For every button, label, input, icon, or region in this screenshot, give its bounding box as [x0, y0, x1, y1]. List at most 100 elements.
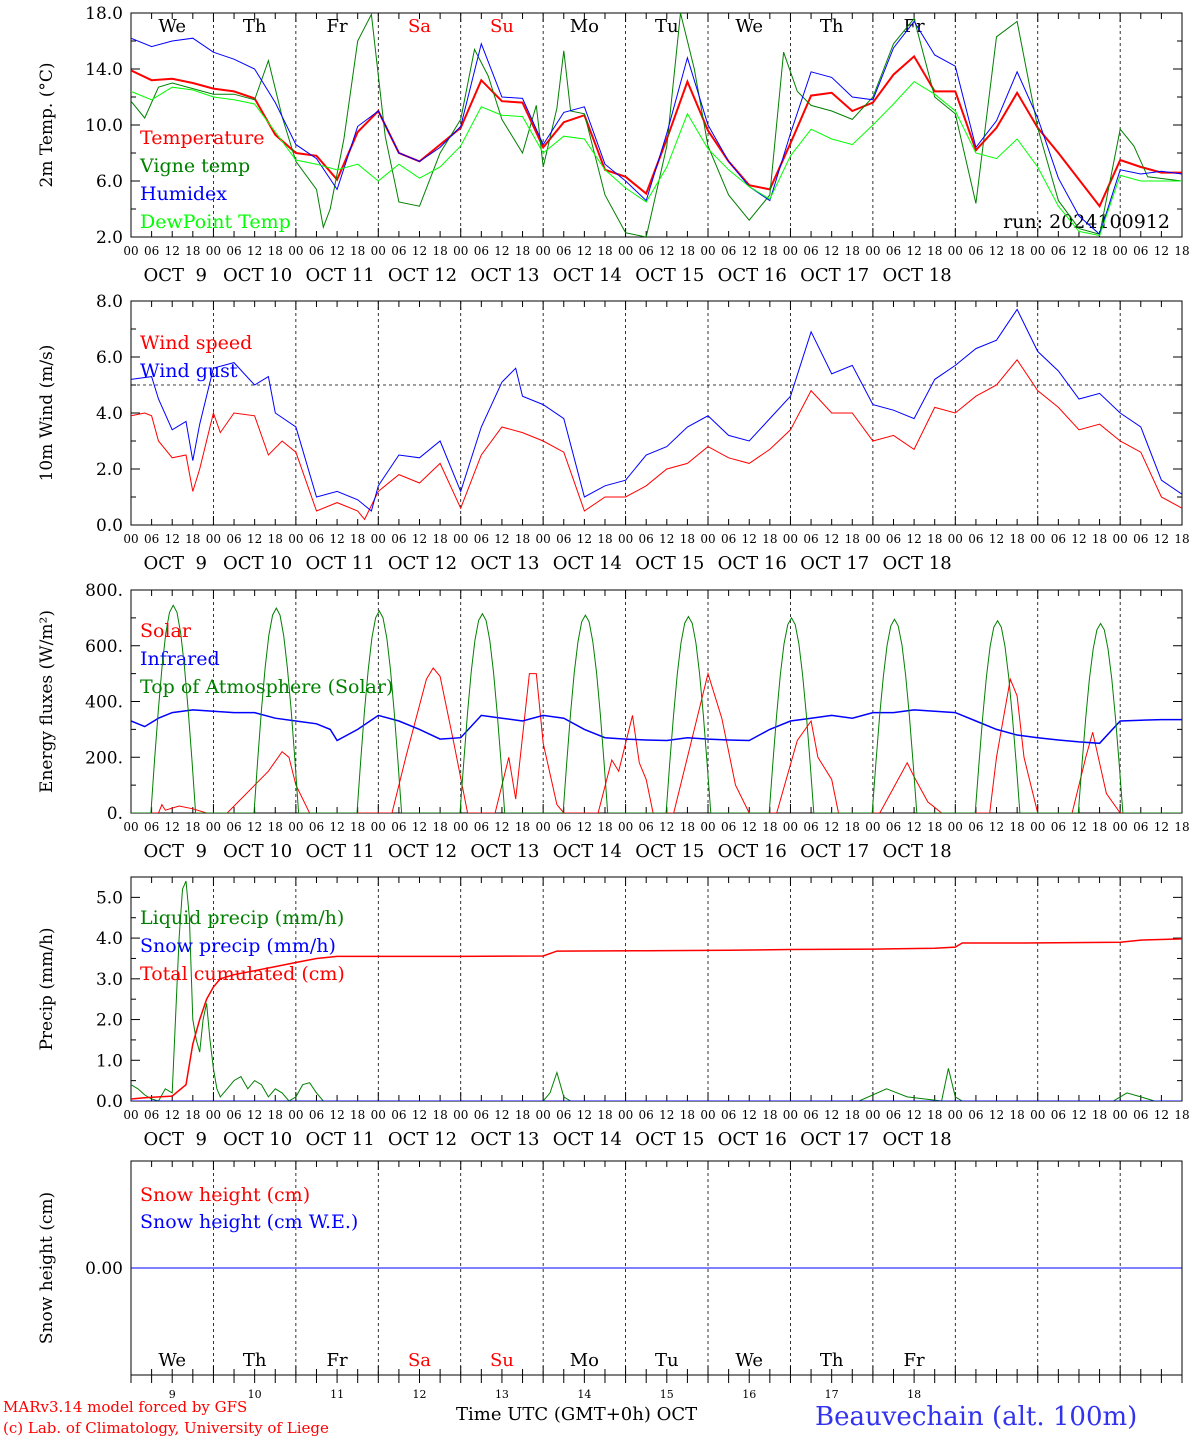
hour-label: 00: [618, 244, 633, 258]
y-tick-label: 8.0: [96, 292, 123, 312]
series-line: [131, 880, 1182, 1101]
weekday-label: Fr: [904, 1350, 925, 1371]
weekday-label: Th: [243, 1350, 267, 1371]
legend-entry: Top of Atmosphere (Solar): [140, 676, 393, 698]
hour-label: 00: [700, 1108, 715, 1122]
hour-label: 06: [721, 244, 736, 258]
hour-label: 12: [247, 820, 262, 834]
hour-label: 18: [350, 532, 365, 546]
weekday-label: Su: [490, 16, 514, 37]
weekday-label: We: [158, 1350, 186, 1371]
y-tick-label: 600.: [85, 637, 123, 657]
hour-label: 00: [371, 820, 386, 834]
hour-label: 00: [618, 532, 633, 546]
legend-entry: Total cumulated (cm): [140, 963, 345, 985]
hour-label: 12: [247, 1108, 262, 1122]
hour-label: 18: [927, 1108, 942, 1122]
y-axis-label: 2m Temp. (°C): [37, 62, 57, 187]
hour-label: 12: [659, 532, 674, 546]
hour-label: 06: [474, 244, 489, 258]
y-tick-label: 14.0: [85, 60, 123, 80]
hour-label: 06: [886, 820, 901, 834]
date-label: OCT 18: [883, 553, 952, 574]
hour-label: 18: [762, 244, 777, 258]
date-label: OCT 16: [718, 841, 787, 862]
day-number: 17: [825, 1388, 839, 1401]
hour-label: 06: [639, 244, 654, 258]
hour-label: 00: [783, 532, 798, 546]
hour-label: 18: [845, 820, 860, 834]
hour-label: 00: [536, 244, 551, 258]
hour-label: 18: [1174, 820, 1189, 834]
hour-label: 18: [268, 1108, 283, 1122]
hour-label: 12: [659, 244, 674, 258]
series-line: [131, 20, 1182, 236]
date-label: OCT 12: [388, 841, 457, 862]
hour-label: 18: [1092, 820, 1107, 834]
legend-entry: Vigne temp: [139, 155, 250, 177]
y-tick-label: 2.0: [96, 1011, 123, 1031]
hour-label: 18: [432, 532, 447, 546]
hour-label: 00: [288, 820, 303, 834]
hour-label: 12: [329, 820, 344, 834]
date-label: OCT 17: [800, 553, 869, 574]
date-label: OCT 11: [305, 841, 374, 862]
hour-label: 12: [165, 244, 180, 258]
hour-label: 00: [865, 244, 880, 258]
date-label: OCT 11: [305, 1129, 374, 1150]
hour-label: 00: [1030, 1108, 1045, 1122]
y-tick-label: 0.00: [85, 1259, 123, 1279]
hour-label: 00: [618, 820, 633, 834]
date-label: OCT 17: [800, 1129, 869, 1150]
hour-label: 18: [185, 244, 200, 258]
hour-label: 18: [350, 820, 365, 834]
y-tick-label: 5.0: [96, 888, 123, 908]
hour-label: 06: [721, 532, 736, 546]
y-axis-label: Energy fluxes (W/m²): [37, 610, 57, 793]
date-label: OCT 9: [143, 841, 206, 862]
hour-label: 12: [659, 1108, 674, 1122]
run-annotation: run: 2024100912: [1003, 211, 1170, 233]
day-number: 16: [742, 1388, 756, 1401]
hour-label: 06: [1133, 532, 1148, 546]
hour-label: 00: [123, 532, 138, 546]
hour-label: 18: [927, 532, 942, 546]
hour-label: 00: [371, 1108, 386, 1122]
series-line: [131, 308, 1182, 512]
hour-label: 18: [597, 1108, 612, 1122]
hour-label: 00: [1113, 532, 1128, 546]
date-label: OCT 9: [143, 1129, 206, 1150]
hour-label: 18: [1092, 532, 1107, 546]
hour-label: 18: [1174, 1108, 1189, 1122]
hour-label: 06: [886, 1108, 901, 1122]
panel-4: 00 06 12 18 00 06 12 18 00 06 12 18 00 06 12 18 00 06 12 18…: [37, 876, 1190, 1150]
hour-label: 06: [391, 1108, 406, 1122]
hour-label: 12: [247, 532, 262, 546]
hour-label: 06: [556, 1108, 571, 1122]
hour-label: 06: [968, 1108, 983, 1122]
hour-label: 06: [391, 532, 406, 546]
hour-label: 00: [948, 820, 963, 834]
hour-label: 18: [1174, 532, 1189, 546]
date-label: OCT 17: [800, 841, 869, 862]
weekday-label: We: [735, 16, 763, 37]
hour-label: 18: [1092, 244, 1107, 258]
hour-label: 12: [989, 532, 1004, 546]
hour-label: 00: [618, 1108, 633, 1122]
hour-label: 06: [803, 244, 818, 258]
hour-label: 12: [824, 244, 839, 258]
hour-label: 06: [1051, 1108, 1066, 1122]
hour-label: 00: [1030, 244, 1045, 258]
hour-label: 18: [515, 532, 530, 546]
hour-label: 12: [1071, 1108, 1086, 1122]
hour-label: 18: [515, 1108, 530, 1122]
hour-label: 12: [906, 1108, 921, 1122]
hour-label: 00: [453, 820, 468, 834]
day-number: 9: [169, 1388, 176, 1401]
y-tick-label: 10.0: [85, 116, 123, 136]
legend-entry: Wind gust: [140, 360, 238, 382]
hour-label: 06: [803, 820, 818, 834]
y-tick-label: 4.0: [96, 404, 123, 424]
hour-label: 12: [494, 244, 509, 258]
hour-label: 06: [886, 532, 901, 546]
